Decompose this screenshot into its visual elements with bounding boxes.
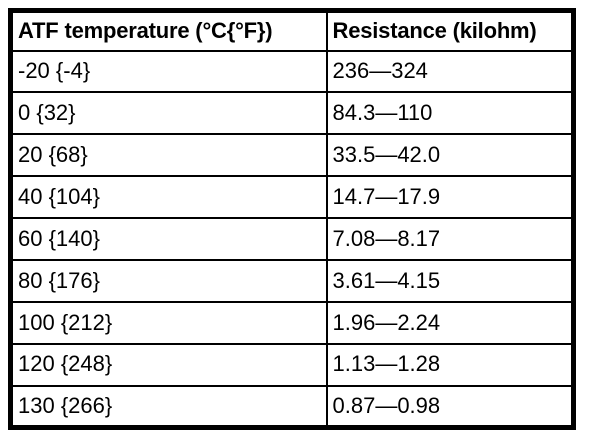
table-row: 130 {266} 0.87—0.98 — [9, 384, 575, 429]
resistance-cell: 236—324 — [325, 49, 575, 94]
temperature-cell: -20 {-4} — [9, 49, 328, 94]
resistance-cell: 0.87—0.98 — [325, 384, 575, 429]
table-row: 100 {212} 1.96—2.24 — [9, 300, 575, 345]
column-header-resistance: Resistance (kilohm) — [325, 9, 575, 52]
resistance-cell: 33.5—42.0 — [325, 133, 575, 178]
resistance-cell: 3.61—4.15 — [325, 258, 575, 303]
table-row: -20 {-4} 236—324 — [9, 49, 575, 94]
table-row: 0 {32} 84.3—110 — [9, 91, 575, 136]
temperature-cell: 80 {176} — [9, 258, 328, 303]
resistance-cell: 84.3—110 — [325, 91, 575, 136]
temperature-cell: 0 {32} — [9, 91, 328, 136]
table-row: 120 {248} 1.13—1.28 — [9, 342, 575, 387]
table-row: 60 {140} 7.08—8.17 — [9, 217, 575, 261]
temperature-cell: 60 {140} — [9, 217, 328, 261]
table-body: -20 {-4} 236—324 0 {32} 84.3—110 20 {68} 33.5… — [9, 49, 575, 429]
resistance-cell: 7.08—8.17 — [325, 217, 575, 261]
table-header-row: ATF temperature (°C{°F}) Resistance (kil… — [9, 9, 575, 52]
temperature-cell: 100 {212} — [9, 300, 328, 345]
resistance-cell: 1.13—1.28 — [325, 342, 575, 387]
table-row: 80 {176} 3.61—4.15 — [9, 258, 575, 303]
atf-temperature-resistance-table: ATF temperature (°C{°F}) Resistance (kil… — [8, 8, 576, 430]
temperature-cell: 40 {104} — [9, 175, 328, 219]
temperature-cell: 20 {68} — [9, 133, 328, 178]
temperature-cell: 130 {266} — [9, 384, 328, 429]
table-row: 20 {68} 33.5—42.0 — [9, 133, 575, 178]
table-row: 40 {104} 14.7—17.9 — [9, 175, 575, 219]
resistance-cell: 14.7—17.9 — [325, 175, 575, 219]
column-header-atf-temperature: ATF temperature (°C{°F}) — [9, 9, 328, 52]
resistance-cell: 1.96—2.24 — [325, 300, 575, 345]
temperature-cell: 120 {248} — [9, 342, 328, 387]
